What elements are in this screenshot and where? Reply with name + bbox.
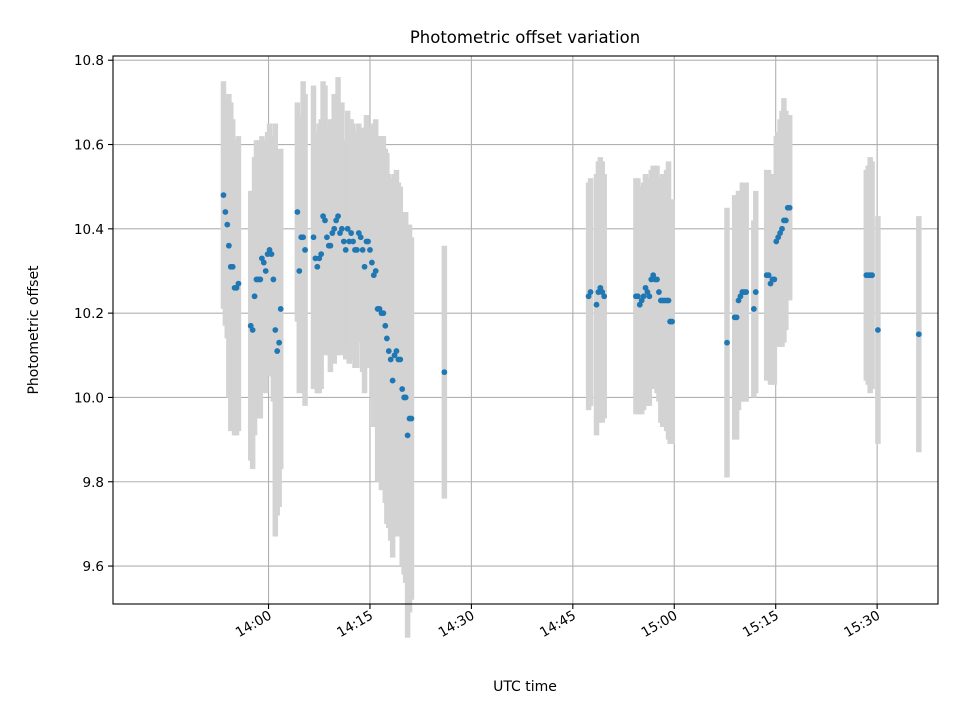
data-point	[277, 306, 284, 312]
data-point	[368, 259, 375, 266]
data-point	[402, 394, 409, 401]
data-point	[601, 293, 608, 300]
data-point	[724, 339, 730, 346]
data-point	[270, 276, 277, 283]
data-point	[365, 238, 371, 245]
chart-title: Photometric offset variation	[410, 28, 640, 47]
data-point	[915, 331, 922, 338]
data-point	[276, 339, 283, 346]
data-point	[344, 225, 351, 232]
data-point	[225, 242, 232, 249]
data-point	[314, 263, 321, 270]
y-tick-label: 10.0	[74, 390, 104, 406]
data-point	[268, 251, 275, 258]
data-point	[441, 369, 448, 376]
data-point	[587, 289, 594, 295]
plot-frame	[112, 55, 939, 605]
data-point	[771, 276, 778, 283]
data-point	[786, 204, 793, 211]
data-point	[656, 289, 662, 295]
data-point	[397, 356, 404, 363]
data-point	[294, 209, 301, 215]
data-point	[310, 234, 317, 241]
data-point	[339, 225, 345, 232]
data-point	[348, 230, 355, 236]
data-point	[404, 432, 411, 439]
data-point	[249, 327, 256, 333]
data-point	[634, 293, 641, 300]
data-point	[260, 259, 267, 266]
data-point	[353, 247, 360, 253]
data-point	[389, 377, 396, 384]
data-point	[335, 213, 341, 220]
data-point	[257, 276, 264, 283]
data-point	[750, 306, 757, 312]
data-point	[331, 225, 338, 232]
data-point	[654, 276, 660, 283]
data-point	[372, 268, 379, 274]
data-point	[235, 280, 242, 287]
data-point	[385, 348, 392, 354]
data-point	[399, 386, 406, 392]
data-point	[782, 217, 789, 224]
data-point	[229, 263, 236, 270]
data-point	[327, 242, 334, 249]
y-tick-label: 10.8	[74, 53, 104, 69]
y-axis-label: Photometric offset	[26, 265, 42, 395]
data-point	[318, 251, 325, 258]
data-point	[324, 234, 330, 241]
data-point	[350, 238, 356, 245]
data-point	[765, 272, 772, 279]
data-point	[387, 356, 394, 363]
data-points	[220, 192, 922, 439]
data-point	[646, 293, 653, 300]
data-point	[733, 314, 740, 321]
data-point	[322, 217, 328, 224]
data-point	[342, 247, 349, 253]
data-point	[222, 209, 229, 215]
data-point	[367, 247, 373, 253]
data-point	[251, 293, 258, 300]
y-tick-label: 9.8	[83, 475, 104, 491]
data-point	[752, 289, 759, 295]
data-point	[359, 247, 366, 253]
data-point	[224, 221, 231, 228]
data-point	[272, 327, 279, 333]
data-point	[382, 322, 389, 329]
data-point	[296, 268, 303, 274]
data-point	[302, 247, 308, 253]
x-axis-label: UTC time	[493, 679, 557, 695]
data-point	[361, 263, 368, 270]
data-point	[743, 289, 750, 295]
data-point	[383, 335, 390, 342]
y-axis-ticks: 9.6 9.8 10.0 10.2 10.4 10.6 10.8	[74, 53, 113, 575]
data-point	[593, 301, 600, 308]
data-point	[380, 310, 387, 317]
data-point	[875, 327, 881, 333]
data-point	[300, 234, 307, 241]
data-point	[640, 293, 647, 300]
data-point	[220, 192, 227, 199]
data-point	[393, 348, 400, 354]
y-tick-label: 10.4	[74, 222, 104, 238]
data-point	[340, 238, 347, 245]
data-point	[669, 318, 675, 325]
data-point	[274, 348, 281, 354]
data-point	[869, 272, 875, 279]
y-tick-label: 10.6	[74, 138, 104, 154]
data-point	[665, 297, 672, 304]
data-point	[262, 268, 269, 274]
y-tick-label: 10.2	[74, 306, 104, 322]
y-tick-label: 9.6	[83, 559, 104, 575]
data-point	[779, 225, 785, 232]
data-point	[357, 234, 364, 241]
data-point	[408, 415, 415, 422]
